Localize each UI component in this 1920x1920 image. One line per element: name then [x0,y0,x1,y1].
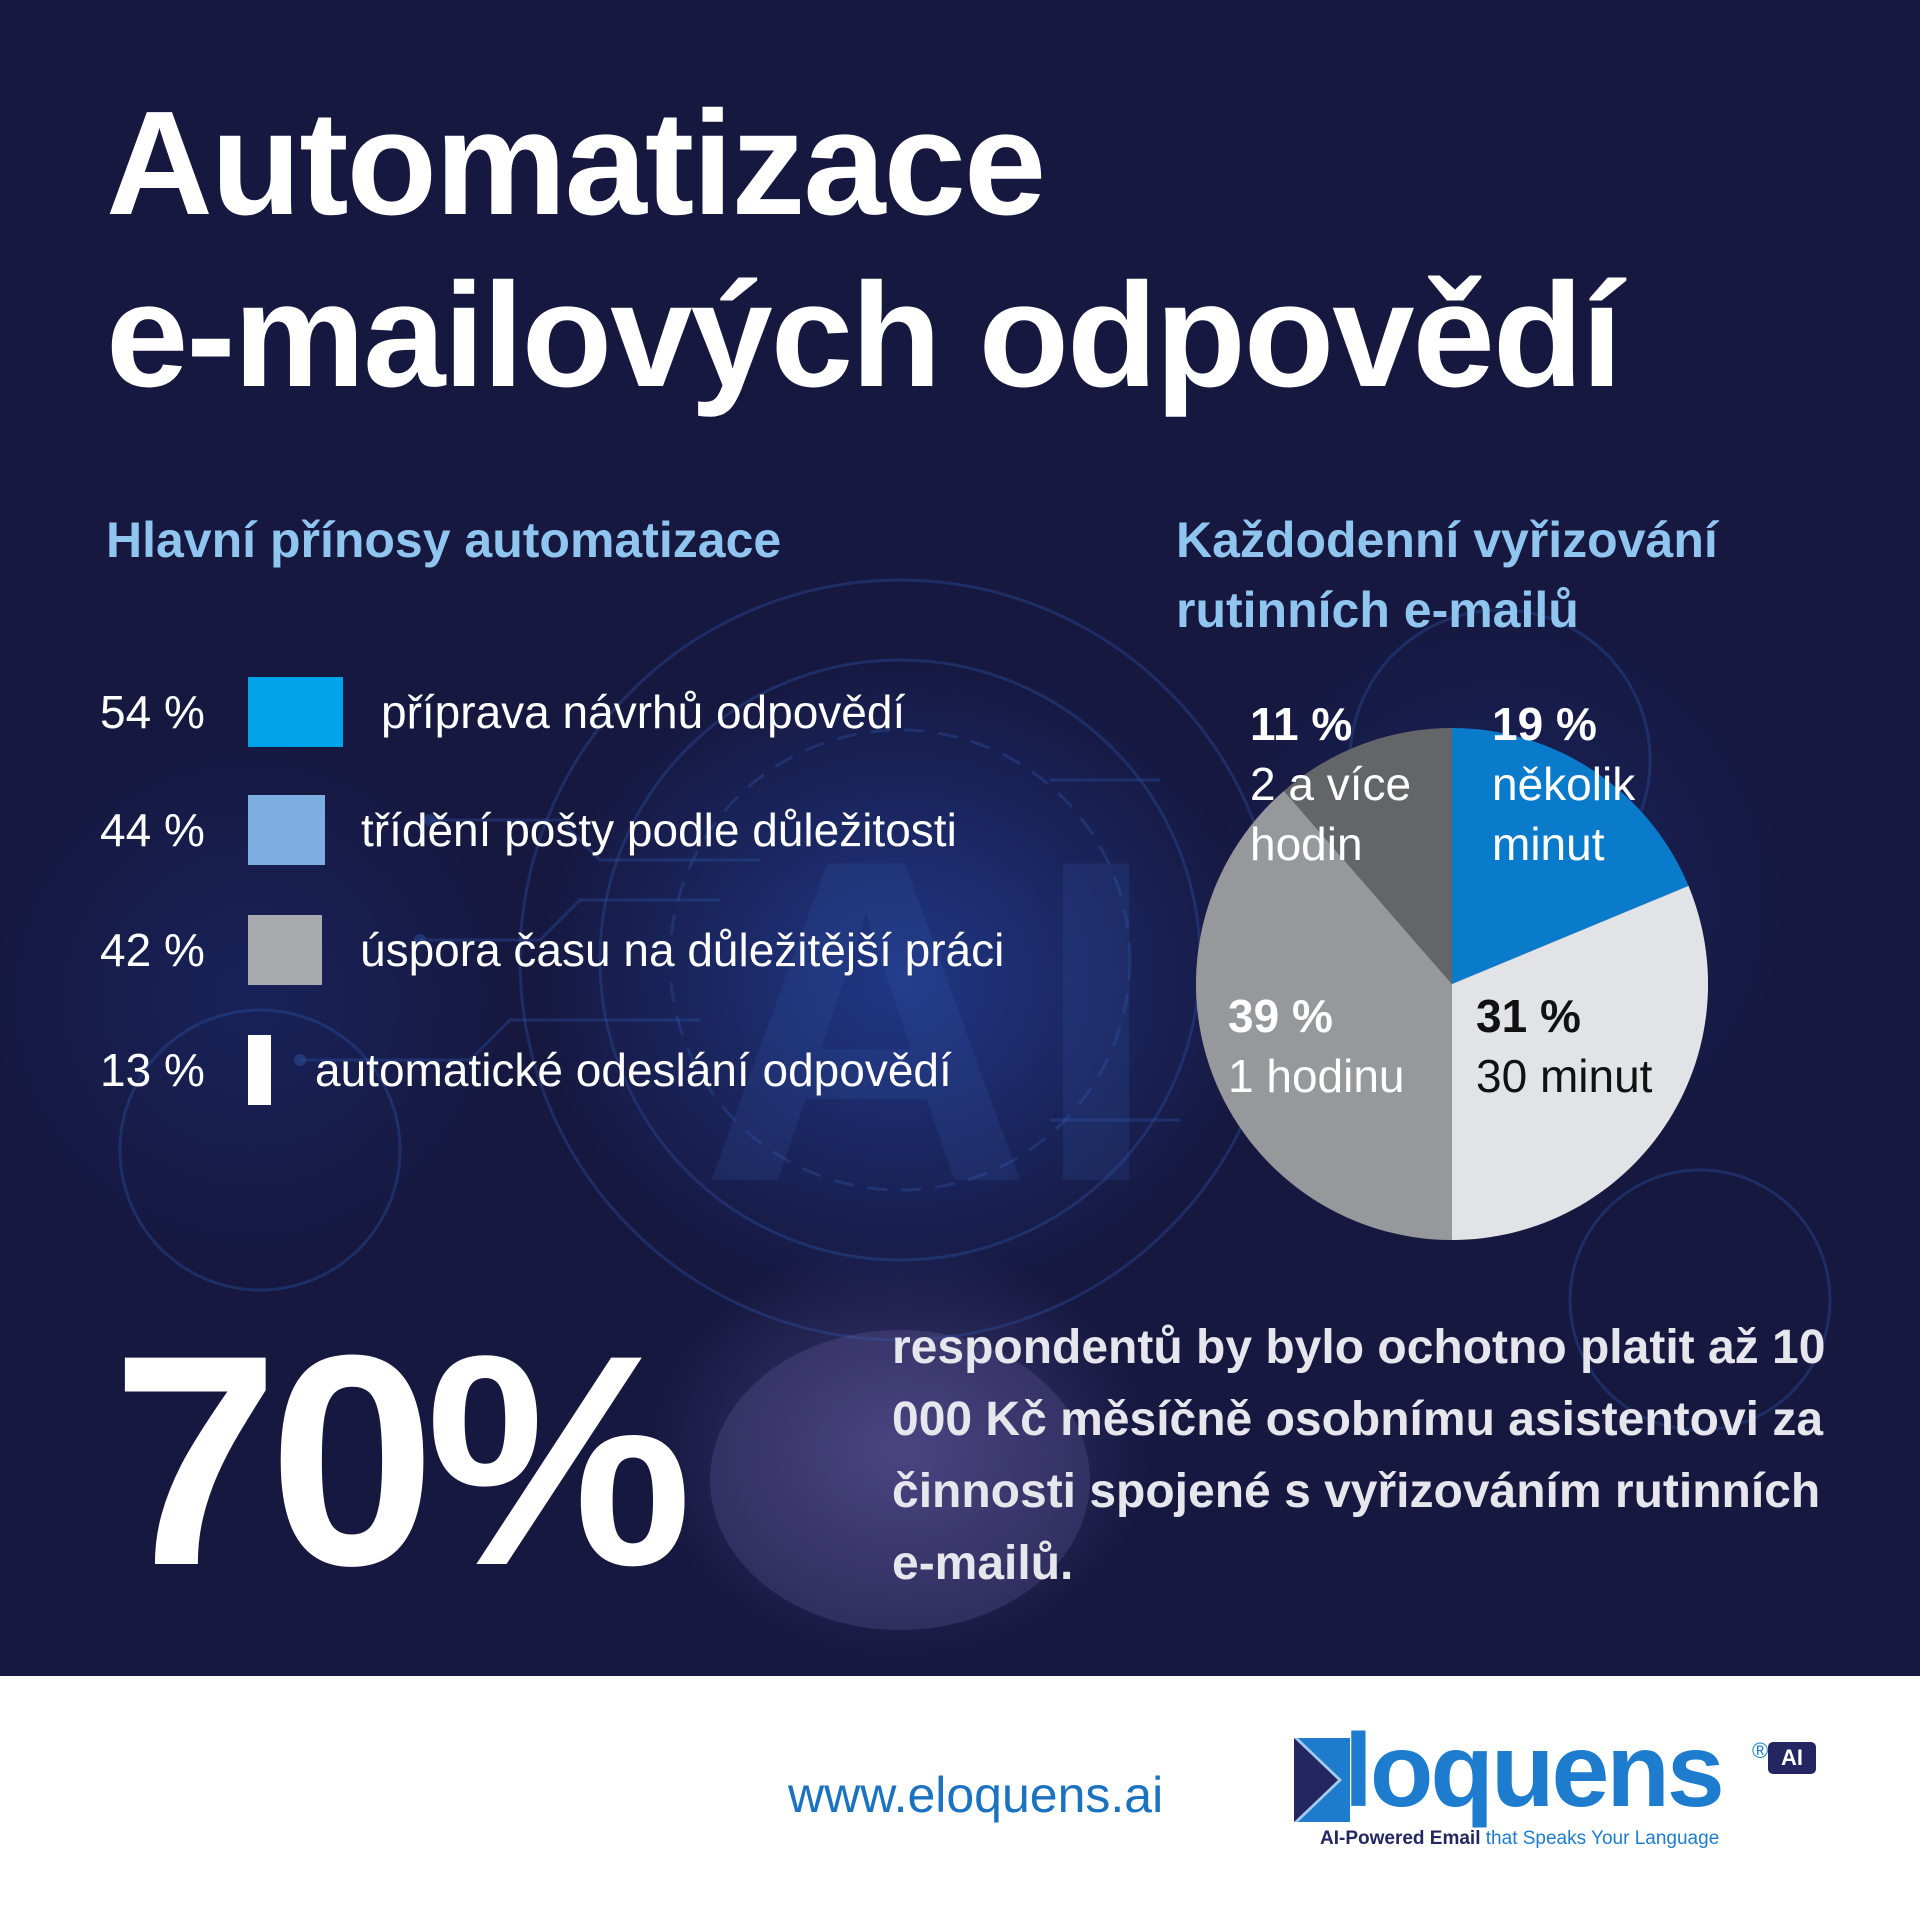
pie-label-text: několik [1492,758,1636,810]
pie-slice-1-hour [1195,790,1452,1240]
pie-svg [1195,728,1709,1240]
stat-description: respondentů by bylo ochotno platit až 10… [892,1321,1826,1590]
pie-label-1-hour: 39 % 1 hodinu [1228,986,1405,1106]
ai-watermark: AI [700,765,1160,1278]
pie-chart [1195,728,1709,1240]
tagline-light: that Speaks Your Language [1480,1828,1720,1849]
bar-label: úspora času na důležitější práci [360,924,1005,976]
bar [248,795,325,865]
pie-label-pct: 11 % [1250,698,1353,750]
bar-row: 13 % automatické odeslání odpovědí [100,1030,952,1110]
pie-label-pct: 19 % [1492,698,1597,750]
bar-row: 54 % příprava návrhů odpovědí [100,672,905,752]
eloquens-logo: loquens ® AI AI-Powered Email that Speak… [1294,1716,1816,1854]
website-link[interactable]: www.eloquens.ai [788,1767,1164,1823]
pie-slice-few-minutes [1452,728,1689,984]
logo-wordmark: loquens [1344,1713,1725,1829]
pie-label-text: hodin [1250,818,1363,870]
tagline-strong: AI-Powered Email [1320,1828,1481,1849]
bar-row: 44 % třídění pošty podle důležitosti [100,790,957,870]
ai-badge: AI [1768,1742,1816,1774]
bar [248,915,322,985]
bar-row: 42 % úspora času na důležitější práci [100,910,1004,990]
bar-value: 13 % [100,1044,205,1096]
big-stat-value: 70% [112,1292,692,1628]
pie-label-pct: 39 % [1228,990,1333,1042]
pie-slice-30-minutes [1452,885,1709,1240]
pie-label-text: 30 minut [1476,1050,1653,1102]
pie-label-30-minutes: 31 % 30 minut [1476,986,1652,1106]
pie-slice-2-plus-hours [1283,728,1452,984]
logo-e-mark-icon [1294,1738,1350,1822]
title-line-2: e-mailových odpovědí [106,253,1622,418]
title-line-1: Automatizace [106,81,1046,246]
bar [248,677,343,747]
pie-label-text: minut [1492,818,1605,870]
pie-label-pct: 31 % [1476,990,1581,1042]
benefits-heading: Hlavní přínosy automatizace [106,512,782,568]
hero-background: AI Automatizace e-mailových odpovědí Hla… [0,0,1920,1676]
pie-chart-heading: Každodenní vyřizování rutinních e-mailů [1176,512,1718,638]
bar-value: 54 % [100,686,205,738]
page-title: Automatizace e-mailových odpovědí [106,78,1622,422]
circuit-decoration: AI [118,578,1832,1630]
pie-label-few-minutes: 19 % několik minut [1492,694,1635,874]
pie-label-text: 2 a více [1250,758,1412,810]
registered-mark: ® [1752,1738,1769,1763]
bar-label: třídění pošty podle důležitosti [361,804,957,856]
bar-label: příprava návrhů odpovědí [381,686,906,738]
bar-value: 42 % [100,924,205,976]
bar-label: automatické odeslání odpovědí [315,1044,952,1096]
pie-label-2-plus-hours: 11 % 2 a více hodin [1250,694,1411,874]
pie-label-text: 1 hodinu [1228,1050,1405,1102]
bar [248,1035,271,1105]
logo-tagline: AI-Powered Email that Speaks Your Langua… [1320,1828,1719,1850]
bar-value: 44 % [100,804,205,856]
